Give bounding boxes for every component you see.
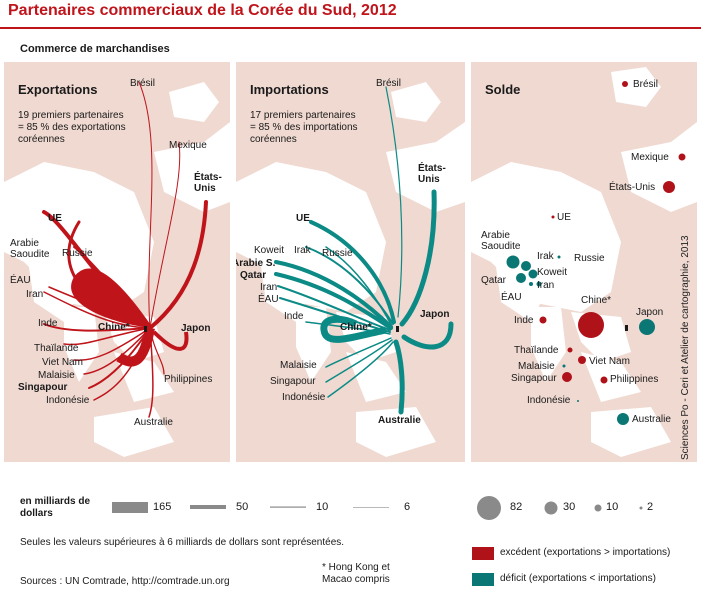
label-etats-unis: États-Unis	[609, 182, 656, 193]
deficit-label: déficit (exportations < importations)	[500, 573, 656, 584]
legend-circle-value-2: 2	[647, 501, 654, 513]
deficit-swatch	[472, 573, 494, 586]
label-arabie-saoudite: Arabie Saoudite	[10, 238, 50, 260]
surplus-swatch	[472, 547, 494, 560]
legend-line-6	[353, 507, 389, 508]
legend-value-10: 10	[316, 501, 329, 513]
label-indonesie: Indonésie	[527, 395, 571, 406]
label-mexique: Mexique	[169, 140, 207, 151]
imports-note: 17 premiers partenaires = 85 % des impor…	[250, 110, 358, 145]
legend-line-10	[270, 506, 306, 508]
label-russie: Russie	[574, 253, 605, 264]
imports-title: Importations	[250, 82, 329, 97]
legend-circle-2	[639, 506, 643, 510]
label-inde: Inde	[38, 318, 58, 329]
legend-line-165	[112, 502, 148, 513]
exports-panel: Exportations 19 premiers partenaires = 8…	[4, 62, 230, 462]
exports-map	[4, 81, 230, 457]
label-iran: Iran	[260, 282, 278, 293]
label-arabie-saoudite: Arabie Saoudite	[481, 230, 521, 252]
label-russie: Russie	[322, 248, 353, 259]
label-malaisie: Malaisie	[518, 361, 555, 372]
label-russie: Russie	[62, 248, 93, 259]
label-malaisie: Malaisie	[38, 370, 75, 381]
label-etats-unis: États-Unis	[194, 172, 222, 194]
label-australie: Australie	[632, 414, 671, 425]
legend-line-50	[190, 505, 226, 509]
title-rule	[0, 27, 701, 29]
legend-symbols	[112, 496, 643, 520]
label-philippines: Philippines	[164, 374, 213, 385]
balance-panel: Solde Brésil Mexique États-Unis UE Arabi…	[471, 62, 697, 462]
label-malaisie: Malaisie	[280, 360, 317, 371]
label-indonesie: Indonésie	[46, 395, 90, 406]
label-ue: UE	[557, 212, 571, 223]
label-chine: Chine*	[581, 295, 612, 306]
balance-title: Solde	[485, 82, 521, 97]
label-etats-unis: États-Unis	[418, 163, 446, 185]
label-eau: ÉAU	[258, 294, 279, 305]
label-japon: Japon	[636, 307, 664, 318]
label-singapour: Singapour	[18, 382, 68, 393]
legend-circle-10	[594, 504, 602, 512]
label-irak: Irak	[537, 251, 554, 262]
label-thailande: Thaïlande	[34, 343, 79, 354]
label-bresil: Brésil	[376, 78, 402, 89]
label-japon: Japon	[181, 323, 211, 334]
legend-value-50: 50	[236, 501, 249, 513]
label-bresil: Brésil	[130, 78, 156, 89]
legend-value-165: 165	[153, 501, 172, 513]
balance-map	[471, 67, 697, 457]
label-irak: Irak	[294, 245, 311, 256]
label-iran: Iran	[537, 280, 555, 291]
label-indonesie: Indonésie	[282, 392, 326, 403]
label-arabie-s: Arabie S.	[236, 258, 276, 269]
legend-value-6: 6	[404, 501, 411, 513]
label-inde: Inde	[284, 311, 304, 322]
label-eau: ÉAU	[501, 292, 522, 303]
legend-circle-82	[477, 496, 501, 520]
label-koweit: Koweit	[537, 267, 568, 278]
legend-circle-30	[544, 501, 558, 515]
exports-title: Exportations	[18, 82, 98, 97]
label-japon: Japon	[420, 309, 450, 320]
exports-note: 19 premiers partenaires = 85 % des expor…	[18, 110, 126, 145]
label-koweit: Koweit	[254, 245, 285, 256]
label-australie: Australie	[378, 415, 421, 426]
label-iran: Iran	[26, 289, 44, 300]
credit-text: Sciences Po - Ceri et Atelier de cartogr…	[680, 235, 691, 460]
label-chine: Chine*	[340, 322, 372, 333]
surplus-label: excédent (exportations > importations)	[500, 547, 671, 558]
imports-map	[236, 82, 465, 457]
label-chine: Chine*	[98, 322, 130, 333]
legend-circle-value-30: 30	[563, 501, 576, 513]
map-subtitle: Commerce de marchandises	[20, 43, 170, 55]
label-viet-nam: Viet Nam	[42, 357, 83, 368]
legend-circle-value-82: 82	[510, 501, 523, 513]
label-qatar: Qatar	[481, 275, 507, 286]
map-title: Partenaires commerciaux de la Corée du S…	[8, 2, 397, 19]
label-ue: UE	[48, 213, 62, 224]
sources: Sources : UN Comtrade, http://comtrade.u…	[20, 576, 230, 587]
footnote: * Hong Kong et Macao compris	[322, 562, 390, 585]
legend-circle-value-10: 10	[606, 501, 619, 513]
label-mexique: Mexique	[631, 152, 669, 163]
legend-unit: en milliards de dollars	[20, 496, 91, 519]
label-singapour: Singapour	[270, 376, 316, 387]
label-bresil: Brésil	[633, 79, 659, 90]
label-thailande: Thaïlande	[514, 345, 559, 356]
label-inde: Inde	[514, 315, 534, 326]
label-australie: Australie	[134, 417, 173, 428]
label-eau: ÉAU	[10, 275, 31, 286]
label-ue: UE	[296, 213, 310, 224]
label-qatar: Qatar	[240, 270, 267, 281]
threshold-note: Seules les valeurs supérieures à 6 milli…	[20, 537, 345, 548]
label-philippines: Philippines	[610, 374, 659, 385]
imports-panel: Importations 17 premiers partenaires = 8…	[236, 62, 465, 462]
label-viet-nam: Viet Nam	[589, 356, 630, 367]
label-singapour: Singapour	[511, 373, 557, 384]
